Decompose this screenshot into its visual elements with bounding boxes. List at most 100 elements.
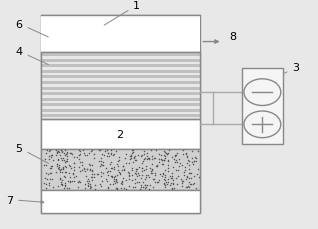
Point [173,154,178,158]
Point [166,148,171,152]
Point [85,183,90,187]
Point [116,170,121,174]
Point [113,179,118,183]
Point [90,169,95,173]
Point [168,174,173,178]
Point [133,185,138,189]
Point [132,178,137,181]
Point [87,182,93,186]
Point [147,183,152,187]
Bar [41,149,200,190]
Point [58,168,63,172]
Point [142,150,147,154]
Point [76,180,81,184]
Point [117,171,122,175]
Point [182,169,187,172]
Point [159,175,164,179]
Point [185,154,190,158]
Point [47,166,52,170]
Point [127,161,132,165]
Point [85,180,90,183]
Point [151,177,156,181]
Point [63,159,68,163]
Point [120,179,125,183]
Point [127,171,132,175]
Point [89,175,94,179]
Point [184,175,190,178]
Point [105,173,110,177]
Point [63,153,68,156]
Point [76,185,81,189]
Point [192,156,197,160]
Point [124,153,129,156]
Point [86,163,92,166]
Circle shape [244,112,281,138]
Point [47,157,52,161]
Point [67,179,72,183]
Point [131,157,136,161]
Point [112,180,117,183]
Point [47,172,52,175]
Point [139,153,144,157]
Point [97,160,102,163]
Point [61,167,66,170]
Point [129,166,135,170]
Bar [41,93,200,96]
Point [147,187,152,191]
Point [134,158,139,162]
Point [44,183,49,186]
Point [61,156,66,160]
Text: 4: 4 [16,47,48,65]
Point [190,161,195,164]
Point [94,173,100,176]
Point [116,158,121,162]
Point [131,186,136,189]
Point [98,162,103,166]
Point [49,178,54,181]
Point [96,173,101,176]
Point [76,165,81,169]
Point [128,154,134,157]
Point [129,149,135,153]
Point [127,174,132,177]
Point [57,177,62,181]
Point [85,168,90,172]
Point [128,156,134,160]
Point [66,172,72,175]
Point [139,162,144,166]
Point [108,166,114,170]
Point [139,155,144,158]
Point [127,175,132,179]
Point [129,152,135,155]
Point [88,164,93,167]
Point [135,174,140,178]
Point [59,159,64,162]
Point [90,169,95,172]
Point [120,176,125,180]
Point [196,176,201,179]
Point [74,174,79,177]
Point [130,150,135,154]
Point [122,156,127,160]
Point [61,175,66,178]
Bar [41,98,200,101]
Point [115,159,121,163]
Point [157,173,162,177]
Point [191,160,196,163]
Point [165,153,170,157]
Point [115,164,121,168]
Point [41,163,46,167]
Point [175,161,180,164]
Point [149,154,155,158]
Point [59,150,65,154]
Point [100,160,106,164]
Point [185,158,190,162]
Point [136,165,141,169]
Bar [41,53,200,119]
Point [188,177,193,180]
Point [66,164,71,168]
Point [192,174,197,178]
Point [189,171,194,175]
Bar [41,65,200,68]
Bar [41,119,200,149]
